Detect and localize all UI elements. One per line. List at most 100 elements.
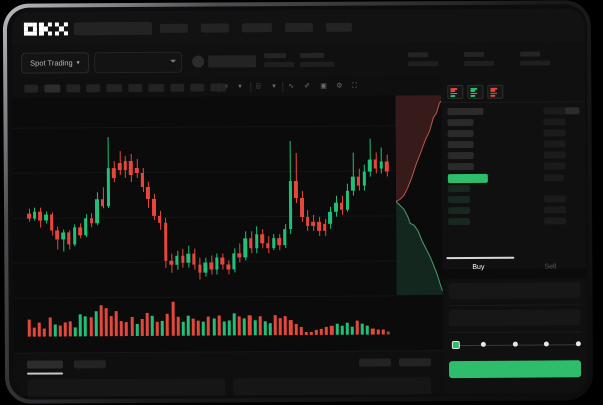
okx-logo[interactable] — [23, 22, 68, 36]
orderbook-row-ask-3[interactable] — [447, 129, 474, 138]
line-chart-icon[interactable]: ∿ — [288, 83, 295, 91]
orderbook-mode-bar — [490, 94, 496, 97]
candle-body — [283, 228, 287, 246]
order-book — [441, 76, 587, 270]
form-divider-1 — [448, 304, 581, 307]
candle-body — [129, 160, 133, 176]
bottom-tab-1[interactable] — [26, 360, 64, 369]
ticker-stat-3 — [408, 52, 439, 67]
slider-marker-25[interactable] — [480, 341, 486, 347]
tab-buy[interactable]: Buy — [472, 263, 485, 271]
candle-body — [146, 186, 150, 199]
nav-item-3[interactable] — [241, 23, 272, 33]
orderbook-row-spread[interactable] — [447, 173, 488, 184]
orders-panel-tabs — [14, 351, 443, 369]
candle-body — [72, 227, 77, 245]
candle-body — [192, 253, 196, 266]
timeframe-5[interactable] — [106, 84, 123, 93]
volume-bar — [335, 323, 339, 335]
slider-marker-50[interactable] — [512, 341, 518, 347]
candle-body — [83, 218, 88, 235]
bottom-action-1[interactable] — [358, 358, 392, 367]
orderbook-mode-bar — [470, 90, 476, 92]
fullscreen-icon[interactable]: ⛶ — [352, 82, 358, 90]
volume-bar — [166, 314, 170, 336]
orderbook-rows — [441, 76, 585, 226]
orderbook-row-ask-4[interactable] — [447, 140, 474, 149]
timeframe-7[interactable] — [148, 83, 165, 92]
price-chart[interactable] — [12, 95, 397, 353]
volume-bar — [191, 318, 195, 336]
volume-bar — [89, 317, 93, 337]
candle-body — [152, 198, 156, 216]
orderbook-row-bid-2[interactable] — [447, 195, 471, 204]
draw-pencil-icon[interactable]: ✐ — [304, 82, 311, 90]
orderbook-mode-both[interactable] — [447, 84, 464, 100]
app-header — [11, 8, 586, 46]
volume-bar — [268, 322, 272, 336]
volume-bar — [73, 327, 78, 337]
timeframe-3[interactable] — [66, 84, 81, 93]
tab-sell[interactable]: Sell — [544, 263, 557, 271]
candle-body — [49, 214, 54, 231]
volume-bar — [48, 317, 52, 337]
amount-field[interactable] — [448, 309, 581, 327]
bottom-tab-2[interactable] — [73, 360, 107, 369]
slider-marker-100[interactable] — [575, 341, 581, 347]
timeframe-6[interactable] — [128, 83, 143, 93]
volume-bar — [360, 323, 365, 335]
candle-body — [232, 252, 236, 270]
volume-bar — [130, 317, 134, 337]
candle-body — [61, 232, 65, 240]
orderbook-row-ask-2[interactable] — [447, 118, 474, 127]
timeframe-4[interactable] — [86, 84, 101, 93]
orderbook-row-bid-3[interactable] — [448, 206, 471, 215]
timeframe-1[interactable] — [24, 84, 39, 93]
volume-bar — [386, 331, 390, 335]
slider-handle[interactable] — [451, 341, 460, 350]
nav-item-1[interactable] — [159, 23, 188, 33]
timeframe-8[interactable] — [170, 83, 185, 92]
bottom-action-2[interactable] — [398, 358, 432, 367]
price-field[interactable] — [448, 282, 581, 300]
volume-bar — [258, 316, 262, 336]
ticker-stat-5 — [520, 51, 551, 66]
nav-item-4[interactable] — [284, 22, 313, 33]
settings-gear-icon[interactable]: ⚙ — [336, 82, 343, 90]
amount-slider[interactable] — [451, 340, 581, 350]
camera-icon[interactable]: ▣ — [320, 82, 327, 90]
orderbook-mode-asks[interactable] — [487, 84, 504, 99]
volume-bar — [299, 327, 303, 336]
depth-bid-line — [395, 201, 443, 292]
orderbook-row-ask-1[interactable] — [447, 107, 474, 116]
nav-item-5[interactable] — [325, 22, 352, 32]
chevron-down-icon-2[interactable]: ▾ — [272, 83, 276, 91]
chart-type-icon[interactable]: ⌸ — [256, 83, 261, 91]
slider-marker-75[interactable] — [543, 341, 549, 347]
pair-selector[interactable] — [94, 51, 183, 74]
orderbook-row-bid-1[interactable] — [447, 184, 470, 193]
candle-body — [123, 160, 128, 171]
candle-body — [356, 176, 361, 186]
nav-item-2[interactable] — [200, 23, 229, 33]
gridline-1 — [12, 125, 396, 129]
submit-buy-button[interactable] — [448, 360, 582, 379]
indicator-icon[interactable]: ♆ — [224, 83, 230, 91]
candle-body — [27, 213, 31, 219]
timeframe-2[interactable] — [44, 84, 61, 93]
volume-bar — [314, 330, 318, 335]
volume-bar — [366, 325, 370, 335]
orderbook-row-ask-3-amount — [543, 129, 566, 137]
orderbook-row-ask-6[interactable] — [447, 162, 474, 171]
search-input[interactable] — [73, 21, 152, 36]
chevron-down-icon[interactable]: ▾ — [238, 83, 242, 91]
volume-bar — [171, 301, 175, 336]
volume-bar — [43, 328, 47, 337]
candle-body — [163, 222, 168, 261]
orderbook-row-bid-4[interactable] — [448, 217, 471, 226]
orderbook-row-ask-5[interactable] — [447, 151, 474, 160]
candle-body — [362, 171, 366, 186]
timeframe-9[interactable] — [190, 83, 205, 92]
orderbook-mode-bids[interactable] — [467, 84, 484, 99]
trading-mode-dropdown[interactable]: Spot Trading ▾ — [21, 52, 89, 74]
